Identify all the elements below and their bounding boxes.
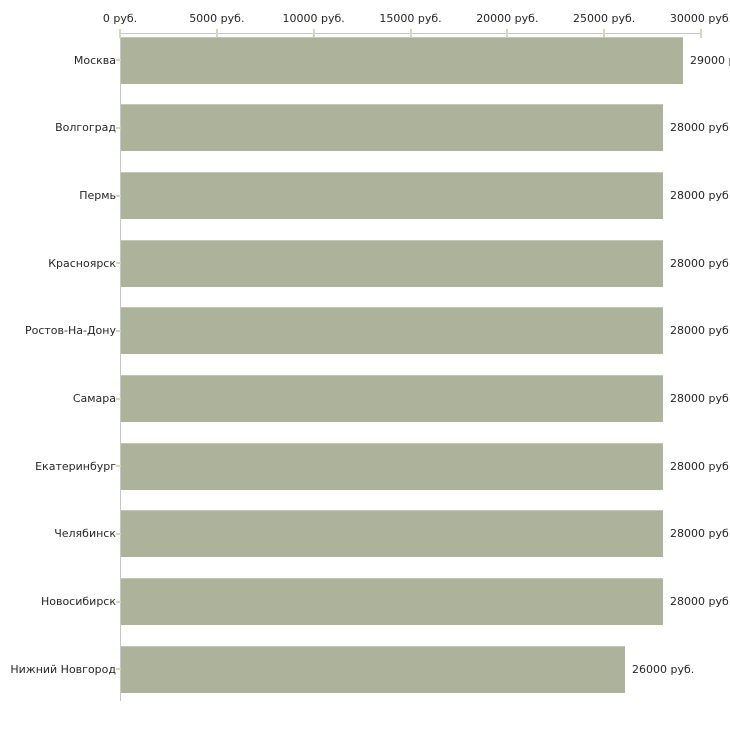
x-axis-tick [603,29,606,38]
bar-value-label: 28000 руб. [670,459,730,473]
category-label: Москва [73,53,116,67]
category-label: Ростов-На-Дону [24,324,116,338]
category-label: Новосибирск [40,595,116,609]
bar-value-label: 28000 руб. [670,392,730,406]
bar-value-label: 28000 руб. [670,121,730,135]
bar [121,510,663,558]
category-label: Волгоград [55,121,116,135]
x-axis-tick-label: 0 руб. [102,12,138,25]
category-tick [116,532,121,535]
x-axis-tick [409,29,412,38]
bar [121,375,663,423]
bar [121,307,663,355]
category-label: Пермь [79,189,116,203]
category-tick [116,194,121,197]
x-axis-tick-label: 30000 руб. [669,12,730,25]
x-axis-tick [506,29,509,38]
x-axis-tick [700,29,702,38]
category-label: Самара [72,392,116,406]
x-axis-tick-label: 20000 руб. [476,12,539,25]
bar [121,578,663,626]
bar-value-label: 28000 руб. [670,595,730,609]
category-label: Нижний Новгород [10,662,116,676]
bar-value-label: 28000 руб. [670,189,730,203]
x-axis-tick-label: 15000 руб. [379,12,442,25]
x-axis-tick-label: 5000 руб. [189,12,245,25]
x-axis-tick [119,29,121,38]
bar-value-label: 28000 руб. [670,324,730,338]
category-label: Екатеринбург [35,459,116,473]
y-axis-line [120,33,121,701]
category-tick [116,126,121,129]
category-tick [116,668,121,671]
bar-value-label: 28000 руб. [670,527,730,541]
x-axis-tick [312,29,315,38]
category-label: Красноярск [48,256,116,270]
bar [121,104,663,152]
bar-value-label: 28000 руб. [670,256,730,270]
bar [121,239,663,287]
x-axis-tick-label: 10000 руб. [282,12,345,25]
category-tick [116,397,121,400]
bar [121,645,625,693]
category-tick [116,59,121,62]
category-tick [116,329,121,332]
bar [121,442,663,490]
category-label: Челябинск [54,527,116,541]
x-axis-tick-label: 25000 руб. [573,12,636,25]
category-tick [116,262,121,265]
category-tick [116,465,121,468]
category-tick [116,600,121,603]
bar-value-label: 26000 руб. [632,662,695,676]
bar [121,36,683,84]
x-axis-tick [215,29,218,38]
bar-value-label: 29000 р [690,53,730,67]
bar [121,172,663,220]
